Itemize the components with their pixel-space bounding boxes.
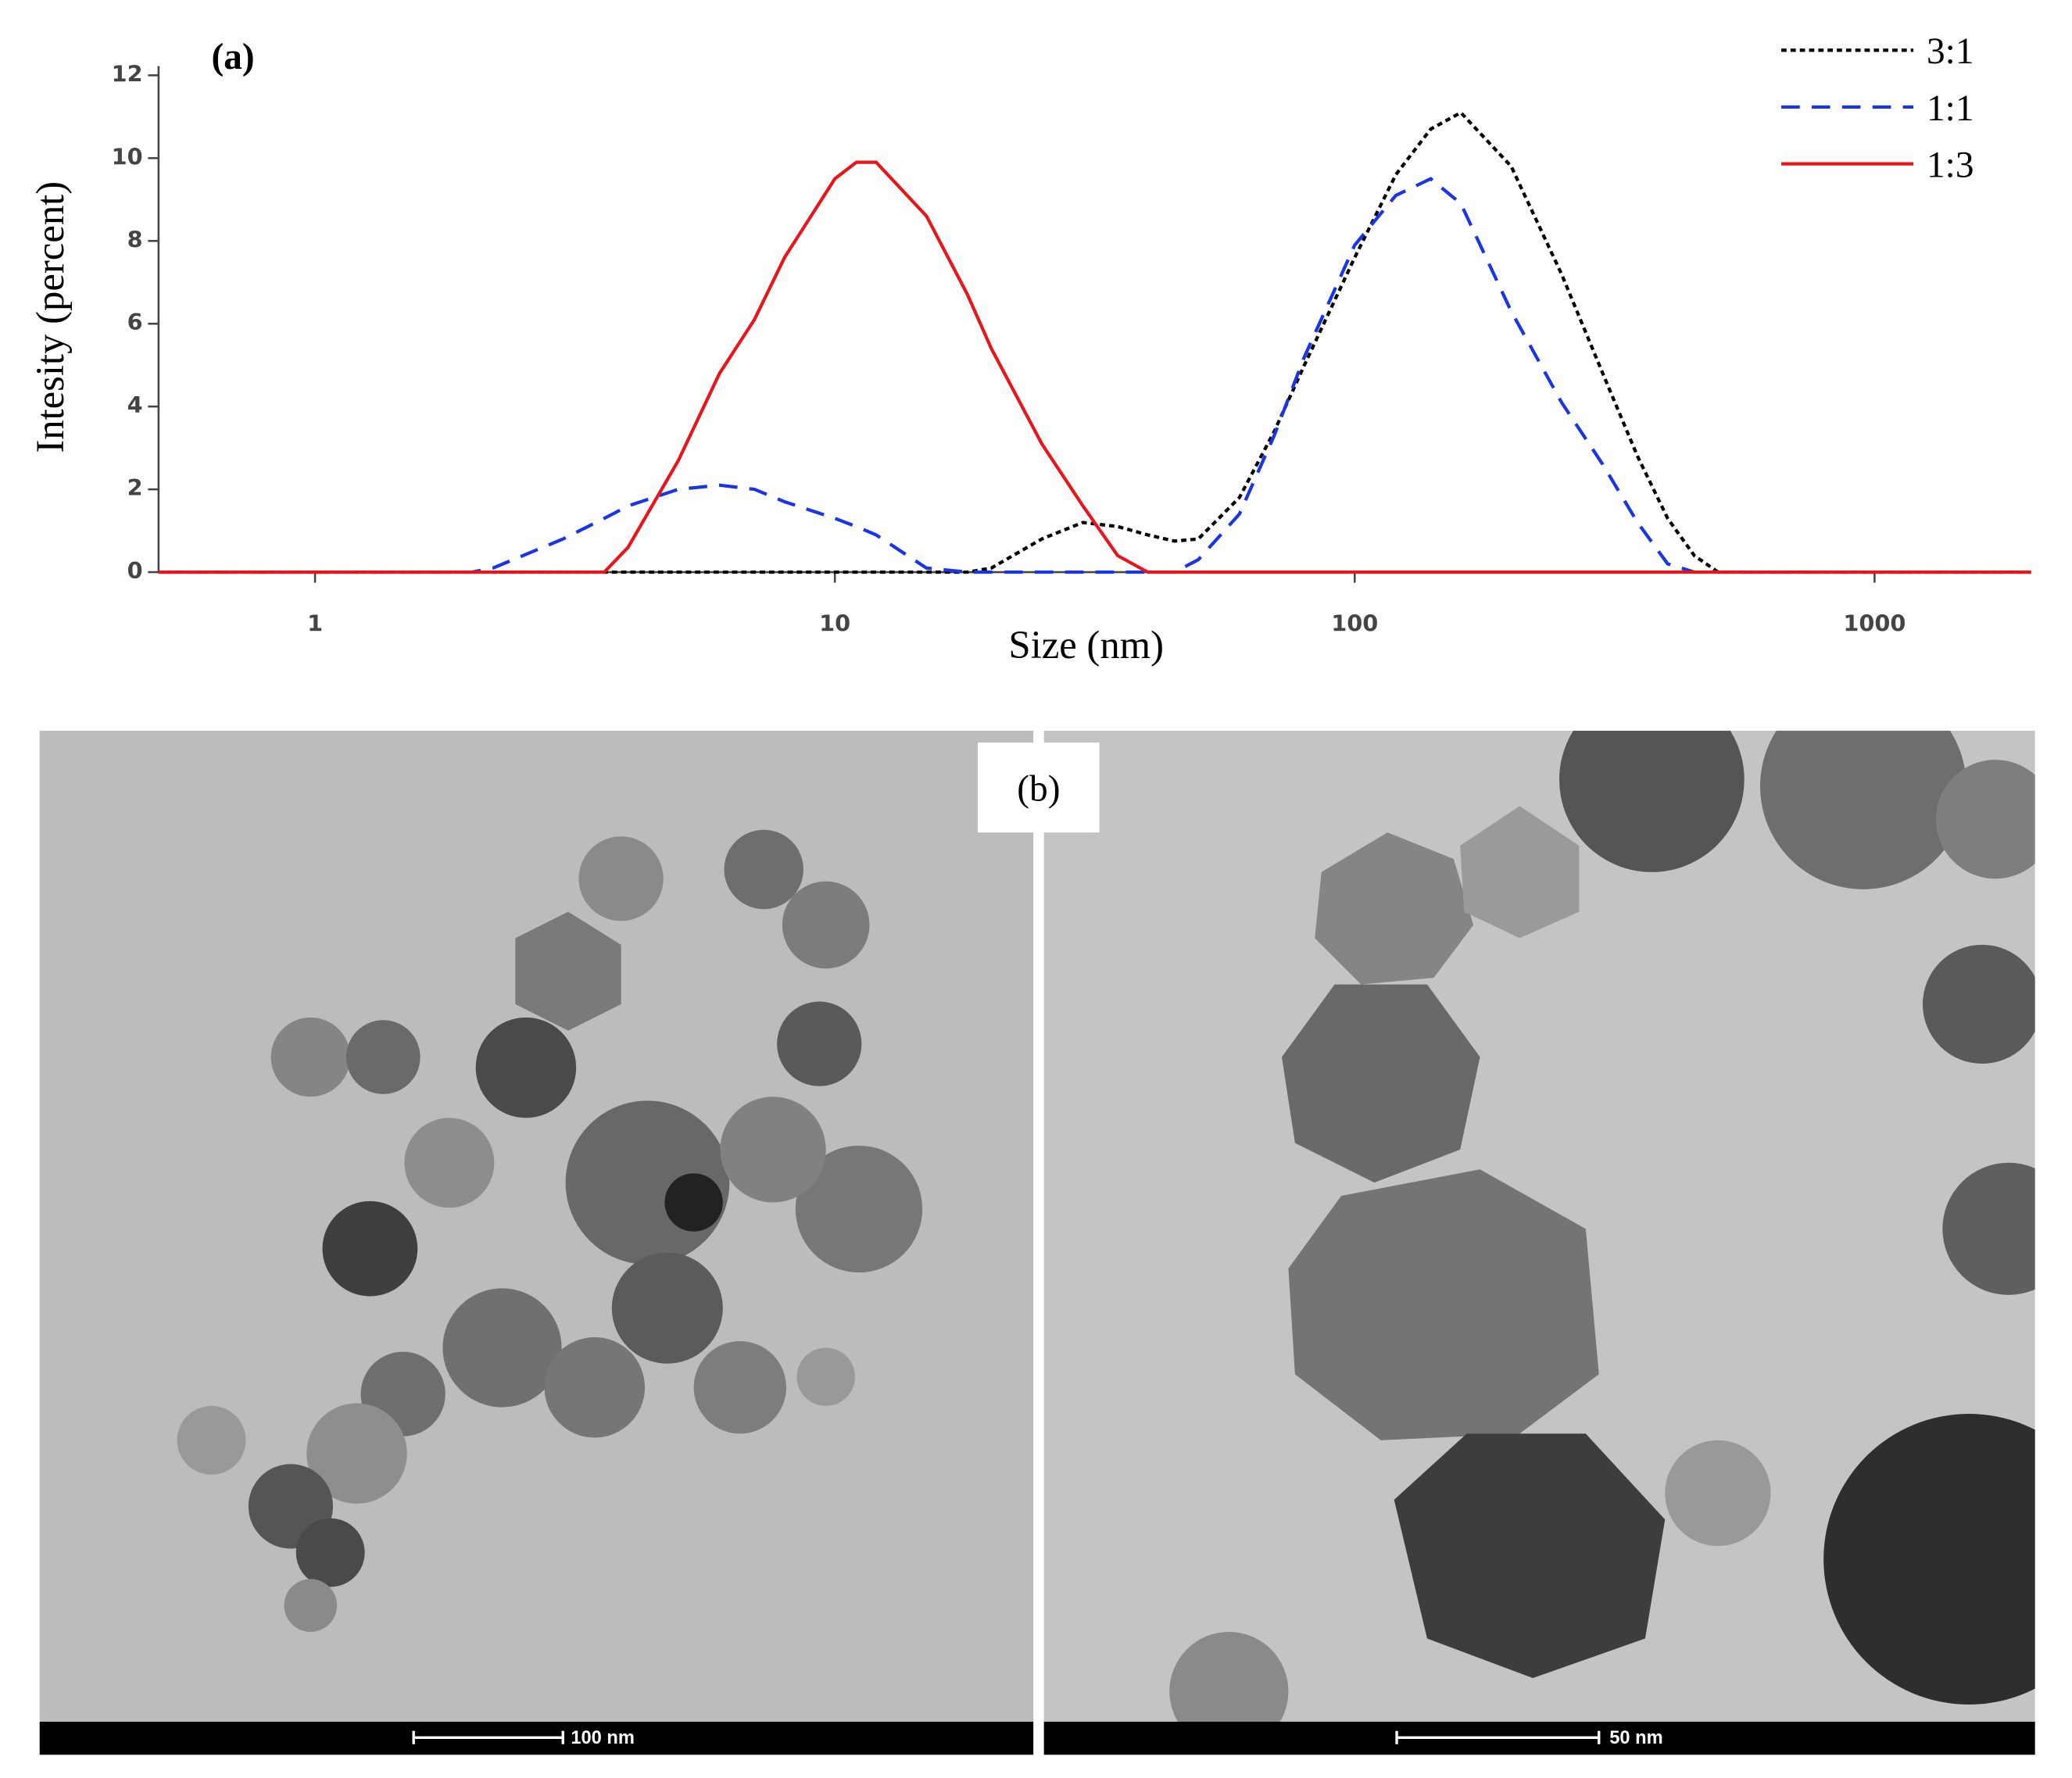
- particle: [515, 911, 621, 1031]
- tem-left: 100 nm: [39, 730, 1034, 1755]
- particle: [177, 1405, 246, 1475]
- particle: [795, 1145, 923, 1273]
- panel-label: (a): [212, 37, 255, 77]
- x-tick-label: 1000: [1843, 610, 1906, 637]
- tem-right: 50 nm: [1043, 730, 2035, 1755]
- particle: [322, 1200, 418, 1297]
- y-tick-label: 6: [127, 309, 143, 335]
- particles: [1169, 730, 2035, 1722]
- series-line: [158, 110, 2031, 574]
- particle: [270, 1017, 351, 1097]
- particle: [777, 1001, 862, 1086]
- particle: [544, 1336, 646, 1438]
- particle: [782, 881, 870, 969]
- particle: [345, 1020, 420, 1094]
- legend-label: 3:1: [1927, 31, 1974, 72]
- particle: [1760, 730, 1966, 889]
- particle: [306, 1403, 407, 1504]
- series-line: [158, 177, 2031, 574]
- particle: [1559, 730, 1745, 872]
- y-tick-label: 8: [127, 226, 143, 252]
- scale-bar: [1395, 1730, 1601, 1744]
- panel-label: (b): [1017, 769, 1060, 810]
- particle: [1935, 760, 2035, 879]
- chart-a: (a) Size (nm) Intesity (percent) 0 2 4 6 8 10…: [28, 31, 2031, 667]
- particle: [796, 1347, 855, 1406]
- particle: [693, 1341, 786, 1434]
- y-tick-label: 4: [127, 392, 143, 418]
- y-tick-label: 12: [112, 60, 143, 87]
- x-tick-label: 10: [819, 610, 850, 637]
- particle: [442, 1288, 562, 1408]
- particle: [1823, 1414, 2035, 1705]
- particle: [1922, 944, 2035, 1064]
- particle: [1665, 1440, 1771, 1547]
- particle: [611, 1252, 723, 1364]
- legend-label: 1:1: [1927, 88, 1974, 129]
- x-tick-label: 1: [307, 610, 323, 637]
- particle: [404, 1118, 495, 1208]
- y-tick-label: 2: [127, 474, 143, 501]
- legend-label: 1:3: [1927, 145, 1974, 186]
- particle: [724, 829, 803, 910]
- particle: [1169, 1632, 1289, 1722]
- particle: [475, 1017, 577, 1118]
- particle: [1460, 806, 1580, 939]
- particle: [1315, 832, 1474, 985]
- series-line: [158, 160, 2031, 574]
- scale-bar: [412, 1730, 564, 1744]
- particles: [177, 829, 923, 1633]
- particle: [284, 1579, 338, 1633]
- particle: [1288, 1169, 1599, 1440]
- scale-bar-label: 100 nm: [571, 1728, 635, 1748]
- particle: [720, 1096, 826, 1203]
- panel-label-box: [978, 742, 1100, 833]
- particle: [664, 1173, 723, 1232]
- particle: [578, 836, 664, 921]
- particle: [1281, 984, 1480, 1183]
- y-axis-label: Intesity (percent): [28, 181, 72, 453]
- particle: [295, 1518, 365, 1587]
- particle: [1942, 1162, 2035, 1295]
- y-tick-label: 0: [127, 557, 143, 584]
- x-tick-label: 100: [1331, 610, 1378, 637]
- x-axis-label: Size (nm): [1008, 623, 1164, 667]
- y-tick-label: 10: [112, 143, 143, 170]
- scale-bar-label: 50 nm: [1609, 1728, 1662, 1748]
- particle: [1394, 1433, 1666, 1679]
